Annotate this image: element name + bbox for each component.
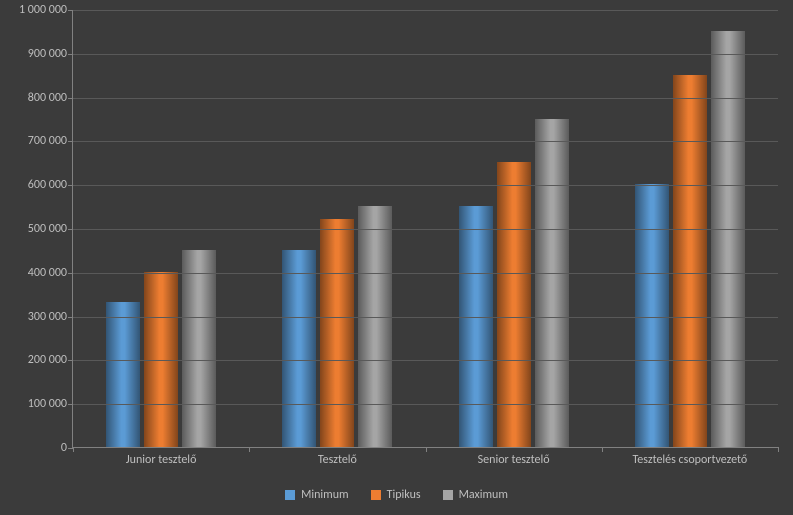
legend-item: Maximum	[443, 488, 508, 502]
legend-item: Minimum	[285, 488, 349, 502]
bar	[535, 119, 569, 448]
x-tick-label: Senior tesztelő	[426, 453, 602, 467]
y-tick-label: 900 000	[28, 47, 73, 61]
legend-swatch	[443, 490, 453, 500]
legend-label: Maximum	[459, 488, 508, 502]
x-tick-mark	[778, 447, 779, 452]
plot-area: Junior tesztelőTesztelőSenior tesztelőTe…	[72, 10, 778, 448]
y-tick-label: 300 000	[28, 310, 73, 324]
legend-label: Tipikus	[387, 488, 421, 502]
bar	[459, 206, 493, 447]
legend: Minimum Tipikus Maximum	[0, 488, 793, 502]
y-tick-mark	[68, 273, 73, 274]
x-tick-label: Tesztelő	[249, 453, 425, 467]
y-tick-label: 1 000 000	[19, 3, 73, 17]
gridline	[73, 404, 778, 405]
x-tick-mark	[602, 447, 603, 452]
gridline	[73, 141, 778, 142]
y-tick-label: 500 000	[28, 222, 73, 236]
bar	[320, 219, 354, 447]
x-tick-mark	[73, 447, 74, 452]
gridline	[73, 185, 778, 186]
y-tick-mark	[68, 98, 73, 99]
bar	[673, 75, 707, 447]
gridline	[73, 317, 778, 318]
y-tick-label: 700 000	[28, 134, 73, 148]
x-tick-label: Tesztelés csoportvezető	[602, 453, 778, 467]
bar	[282, 250, 316, 447]
y-tick-mark	[68, 141, 73, 142]
y-tick-label: 600 000	[28, 178, 73, 192]
y-tick-mark	[68, 10, 73, 11]
gridline	[73, 229, 778, 230]
bar	[106, 302, 140, 447]
bar	[711, 31, 745, 447]
legend-label: Minimum	[301, 488, 349, 502]
y-tick-mark	[68, 185, 73, 186]
x-tick-mark	[426, 447, 427, 452]
legend-item: Tipikus	[371, 488, 421, 502]
y-tick-mark	[68, 360, 73, 361]
y-tick-label: 800 000	[28, 91, 73, 105]
gridline	[73, 10, 778, 11]
y-tick-label: 200 000	[28, 353, 73, 367]
legend-swatch	[285, 490, 295, 500]
bar	[358, 206, 392, 447]
y-tick-mark	[68, 229, 73, 230]
y-tick-label: 400 000	[28, 266, 73, 280]
y-tick-label: 100 000	[28, 397, 73, 411]
y-tick-mark	[68, 404, 73, 405]
x-tick-mark	[249, 447, 250, 452]
legend-swatch	[371, 490, 381, 500]
chart-container: Junior tesztelőTesztelőSenior tesztelőTe…	[0, 0, 793, 515]
gridline	[73, 54, 778, 55]
gridline	[73, 273, 778, 274]
y-tick-mark	[68, 54, 73, 55]
bar	[182, 250, 216, 447]
y-tick-mark	[68, 317, 73, 318]
bar	[635, 184, 669, 447]
gridline	[73, 360, 778, 361]
gridline	[73, 98, 778, 99]
x-tick-label: Junior tesztelő	[73, 453, 249, 467]
